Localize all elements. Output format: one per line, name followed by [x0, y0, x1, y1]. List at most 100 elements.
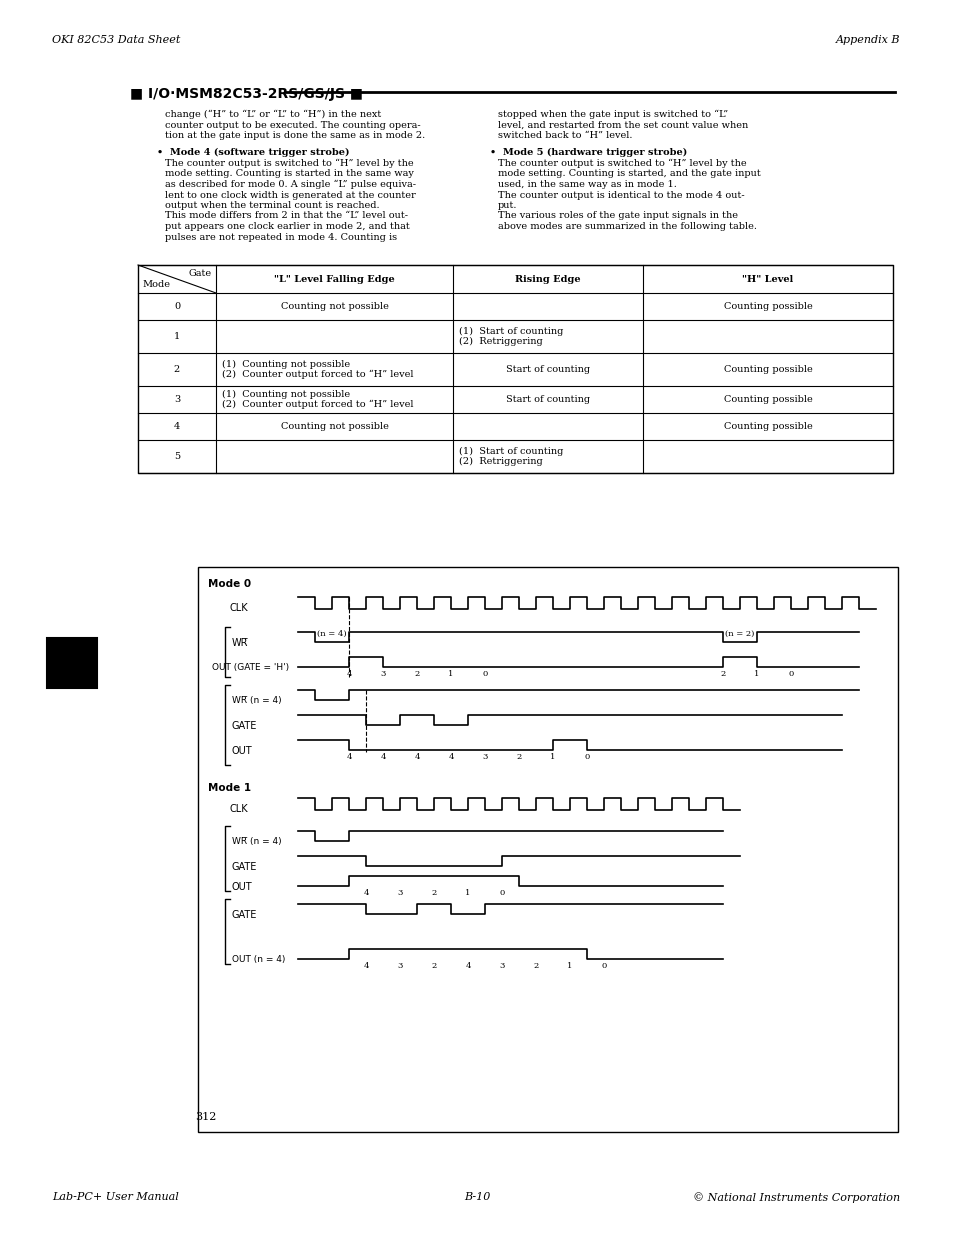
Text: counter output to be executed. The counting opera-: counter output to be executed. The count… — [165, 121, 420, 130]
Text: 0: 0 — [600, 962, 606, 969]
Text: •  Mode 4 (software trigger strobe): • Mode 4 (software trigger strobe) — [157, 148, 349, 157]
Text: WR̅: WR̅ — [232, 638, 248, 648]
Text: (2)  Retriggering: (2) Retriggering — [458, 337, 542, 346]
Text: Counting possible: Counting possible — [723, 366, 812, 374]
Text: •  Mode 5 (hardware trigger strobe): • Mode 5 (hardware trigger strobe) — [490, 148, 686, 157]
Text: (n = 4): (n = 4) — [316, 630, 346, 638]
Text: 4: 4 — [363, 889, 369, 897]
Text: Lab-PC+ User Manual: Lab-PC+ User Manual — [52, 1192, 178, 1202]
Text: (2)  Counter output forced to “H” level: (2) Counter output forced to “H” level — [222, 400, 413, 410]
Text: The counter output is switched to “H” level by the: The counter output is switched to “H” le… — [165, 159, 414, 168]
Text: 2: 2 — [516, 753, 521, 761]
Text: 1: 1 — [448, 671, 454, 678]
Text: 4: 4 — [346, 671, 352, 678]
Text: 4: 4 — [173, 422, 180, 431]
Text: WR̅ (n = 4): WR̅ (n = 4) — [232, 697, 281, 705]
Text: 1: 1 — [567, 962, 572, 969]
Text: 2: 2 — [431, 962, 436, 969]
Text: 3: 3 — [380, 671, 385, 678]
Text: Counting not possible: Counting not possible — [280, 303, 388, 311]
Text: as described for mode 0. A single “L” pulse equiva-: as described for mode 0. A single “L” pu… — [165, 180, 416, 189]
Text: (1)  Start of counting: (1) Start of counting — [458, 447, 563, 456]
Text: GATE: GATE — [232, 721, 257, 731]
Text: The counter output is switched to “H” level by the: The counter output is switched to “H” le… — [497, 159, 746, 168]
Text: ■ I/O·MSM82C53-2RS/GS/JS ■: ■ I/O·MSM82C53-2RS/GS/JS ■ — [130, 86, 363, 101]
Text: OUT: OUT — [232, 746, 253, 756]
Text: Start of counting: Start of counting — [505, 395, 590, 404]
Text: 0: 0 — [787, 671, 793, 678]
Text: change (“H” to “L” or “L” to “H”) in the next: change (“H” to “L” or “L” to “H”) in the… — [165, 110, 381, 120]
Text: (1)  Start of counting: (1) Start of counting — [458, 327, 563, 336]
Text: put appears one clock earlier in mode 2, and that: put appears one clock earlier in mode 2,… — [165, 222, 410, 231]
Text: "H" Level: "H" Level — [741, 274, 793, 284]
Text: The various roles of the gate input signals in the: The various roles of the gate input sign… — [497, 211, 738, 221]
Text: Counting possible: Counting possible — [723, 422, 812, 431]
Text: 1: 1 — [550, 753, 555, 761]
Text: (1)  Counting not possible: (1) Counting not possible — [222, 390, 350, 399]
Bar — [47, 638, 97, 688]
Text: lent to one clock width is generated at the counter: lent to one clock width is generated at … — [165, 190, 416, 200]
Text: (2)  Retriggering: (2) Retriggering — [458, 457, 542, 467]
Text: 4: 4 — [380, 753, 385, 761]
Text: Counting possible: Counting possible — [723, 395, 812, 404]
Text: Mode 0: Mode 0 — [208, 579, 251, 589]
Text: 0: 0 — [498, 889, 504, 897]
Text: output when the terminal count is reached.: output when the terminal count is reache… — [165, 201, 379, 210]
Text: Rising Edge: Rising Edge — [515, 274, 580, 284]
Text: Appendix B: Appendix B — [835, 35, 899, 44]
Text: stopped when the gate input is switched to “L”: stopped when the gate input is switched … — [497, 110, 727, 120]
Text: 4: 4 — [465, 962, 470, 969]
Text: 1: 1 — [173, 332, 180, 341]
Text: tion at the gate input is done the same as in mode 2.: tion at the gate input is done the same … — [165, 131, 425, 140]
Bar — [138, 266, 892, 473]
Text: Gate: Gate — [189, 269, 212, 278]
Text: 0: 0 — [482, 671, 487, 678]
Text: 2: 2 — [533, 962, 538, 969]
Text: used, in the same way as in mode 1.: used, in the same way as in mode 1. — [497, 180, 677, 189]
Text: GATE: GATE — [232, 862, 257, 872]
Text: 2: 2 — [414, 671, 419, 678]
Text: 2: 2 — [431, 889, 436, 897]
Text: CLK: CLK — [230, 804, 249, 814]
Text: B-10: B-10 — [463, 1192, 490, 1202]
Text: 3: 3 — [173, 395, 180, 404]
Text: Start of counting: Start of counting — [505, 366, 590, 374]
Text: 1: 1 — [754, 671, 759, 678]
Text: (2)  Counter output forced to “H” level: (2) Counter output forced to “H” level — [222, 370, 413, 379]
Text: Mode: Mode — [142, 280, 170, 289]
Text: 2: 2 — [720, 671, 725, 678]
Text: mode setting. Counting is started in the same way: mode setting. Counting is started in the… — [165, 169, 414, 179]
Text: Counting possible: Counting possible — [723, 303, 812, 311]
Text: OUT (n = 4): OUT (n = 4) — [232, 955, 285, 965]
Text: © National Instruments Corporation: © National Instruments Corporation — [692, 1192, 899, 1203]
Text: This mode differs from 2 in that the “L” level out-: This mode differs from 2 in that the “L”… — [165, 211, 408, 221]
Text: 5: 5 — [173, 452, 180, 461]
Text: GATE: GATE — [232, 910, 257, 920]
Text: Mode 1: Mode 1 — [208, 783, 251, 793]
Text: OKI 82C53 Data Sheet: OKI 82C53 Data Sheet — [52, 35, 180, 44]
Text: OUT (GATE = 'H'): OUT (GATE = 'H') — [212, 663, 289, 672]
Text: pulses are not repeated in mode 4. Counting is: pulses are not repeated in mode 4. Count… — [165, 232, 396, 242]
Text: above modes are summarized in the following table.: above modes are summarized in the follow… — [497, 222, 757, 231]
Text: 0: 0 — [584, 753, 589, 761]
Text: Counting not possible: Counting not possible — [280, 422, 388, 431]
Text: "L" Level Falling Edge: "L" Level Falling Edge — [274, 274, 395, 284]
Text: 4: 4 — [346, 753, 352, 761]
Text: put.: put. — [497, 201, 517, 210]
Text: (1)  Counting not possible: (1) Counting not possible — [222, 359, 350, 369]
Text: mode setting. Counting is started, and the gate input: mode setting. Counting is started, and t… — [497, 169, 760, 179]
Text: 3: 3 — [396, 889, 402, 897]
Text: 3: 3 — [396, 962, 402, 969]
Text: OUT: OUT — [232, 882, 253, 892]
Text: 0: 0 — [173, 303, 180, 311]
Text: switched back to “H” level.: switched back to “H” level. — [497, 131, 632, 140]
Text: level, and restarted from the set count value when: level, and restarted from the set count … — [497, 121, 747, 130]
Text: WR̅ (n = 4): WR̅ (n = 4) — [232, 837, 281, 846]
Text: 4: 4 — [363, 962, 369, 969]
Text: 3: 3 — [482, 753, 487, 761]
Text: The counter output is identical to the mode 4 out-: The counter output is identical to the m… — [497, 190, 744, 200]
Text: 5: 5 — [62, 653, 82, 680]
Text: CLK: CLK — [230, 603, 249, 613]
Text: (n = 2): (n = 2) — [724, 630, 754, 638]
Text: 312: 312 — [194, 1112, 216, 1123]
